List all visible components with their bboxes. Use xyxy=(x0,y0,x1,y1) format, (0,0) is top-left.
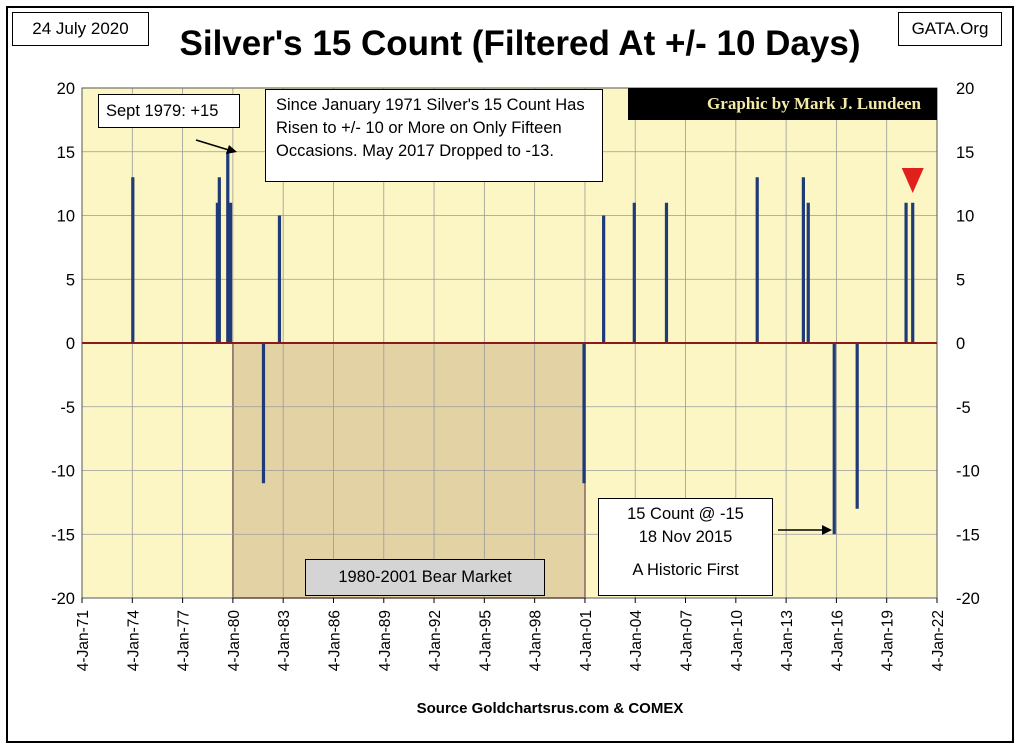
data-bar xyxy=(277,215,282,343)
date-box: 24 July 2020 xyxy=(12,12,149,46)
arrow-2015-head xyxy=(822,525,832,535)
site-text: GATA.Org xyxy=(911,19,989,38)
bear-market-label-text: 1980-2001 Bear Market xyxy=(338,568,512,586)
data-bar xyxy=(261,343,266,484)
annotation-2015-line: A Historic First xyxy=(632,561,739,579)
x-tick-label: 4-Jan-80 xyxy=(226,610,243,672)
data-bar xyxy=(226,151,230,343)
x-tick-label: 4-Jan-92 xyxy=(427,610,444,671)
annotation-2015-line xyxy=(599,549,772,559)
x-tick-label: 4-Jan-04 xyxy=(628,610,645,672)
y-tick-label-left: -10 xyxy=(51,463,75,481)
annotation-nov-2015: 15 Count @ -15 18 Nov 2015 A Historic Fi… xyxy=(598,498,773,596)
x-tick-label: 4-Jan-89 xyxy=(377,610,394,671)
x-tick-label: 4-Jan-13 xyxy=(779,610,796,671)
data-bar xyxy=(904,202,908,343)
credit-text: Graphic by Mark J. Lundeen xyxy=(707,94,921,113)
x-tick-label: 4-Jan-74 xyxy=(125,610,142,672)
y-tick-label-left: 15 xyxy=(57,144,75,162)
annotation-since-line: Occasions. May 2017 Dropped to -13. xyxy=(276,142,554,160)
annotation-sept-1979: Sept 1979: +15 xyxy=(98,94,240,128)
x-tick-label: 4-Jan-95 xyxy=(477,610,494,671)
data-bar xyxy=(131,177,135,343)
y-tick-label-left: -5 xyxy=(60,399,75,417)
x-tick-label: 4-Jan-01 xyxy=(578,610,595,671)
y-axis-right: 20 15 10 5 0 -5 -10 -15 -20 xyxy=(956,80,980,608)
y-tick-label-right: -15 xyxy=(956,526,980,544)
y-axis-left: 20 15 10 5 0 -5 -10 -15 -20 xyxy=(51,80,75,608)
y-tick-label-right: 15 xyxy=(956,144,974,162)
y-tick-label-right: 0 xyxy=(956,335,965,353)
data-bar xyxy=(832,343,836,535)
data-bar xyxy=(855,343,859,509)
data-bar xyxy=(911,202,915,343)
x-tick-label: 4-Jan-07 xyxy=(679,610,696,671)
arrow-1979-head xyxy=(226,145,237,154)
annotation-2015-line: 15 Count @ -15 xyxy=(627,505,744,523)
data-bar xyxy=(801,177,805,343)
y-tick-label-left: -20 xyxy=(51,590,75,608)
annotation-since-line: Risen to +/- 10 or More on Only Fifteen xyxy=(276,119,562,137)
data-bar xyxy=(228,202,233,343)
credit-banner: Graphic by Mark J. Lundeen xyxy=(628,88,937,120)
y-tick-label-right: 5 xyxy=(956,271,965,289)
y-tick-label-right: 10 xyxy=(956,208,974,226)
source-footer: Source Goldchartsrus.com & COMEX xyxy=(416,700,684,717)
x-tick-label: 4-Jan-77 xyxy=(176,610,193,671)
y-tick-label-left: 0 xyxy=(66,335,75,353)
chart-title: Silver's 15 Count (Filtered At +/- 10 Da… xyxy=(179,24,861,63)
date-text: 24 July 2020 xyxy=(32,19,129,38)
x-tick-label: 4-Jan-10 xyxy=(729,610,746,672)
y-tick-label-left: 5 xyxy=(66,271,75,289)
bear-market-label: 1980-2001 Bear Market xyxy=(305,559,545,596)
annotation-since-line: Since January 1971 Silver's 15 Count Has xyxy=(276,96,585,114)
data-bar xyxy=(602,215,606,343)
annotation-sept-1979-text: Sept 1979: +15 xyxy=(106,101,219,120)
data-bar xyxy=(664,202,669,343)
annotation-since-1971: Since January 1971 Silver's 15 Count Has… xyxy=(265,89,603,182)
y-tick-label-left: 20 xyxy=(57,80,75,98)
current-marker-triangle xyxy=(901,168,924,193)
y-tick-label-left: 10 xyxy=(57,208,75,226)
data-bar xyxy=(755,177,759,343)
y-tick-label-left: -15 xyxy=(51,526,75,544)
site-box: GATA.Org xyxy=(898,12,1002,46)
y-tick-label-right: -20 xyxy=(956,590,980,608)
annotation-2015-line: 18 Nov 2015 xyxy=(638,528,733,546)
y-tick-label-right: -5 xyxy=(956,399,971,417)
y-tick-label-right: -10 xyxy=(956,463,980,481)
arrow-1979-line xyxy=(195,139,233,152)
x-tick-label: 4-Jan-19 xyxy=(880,610,897,671)
data-bar xyxy=(582,343,586,484)
data-bar xyxy=(632,202,636,343)
data-bar xyxy=(217,177,221,343)
x-tick-label: 4-Jan-98 xyxy=(528,610,545,671)
y-tick-label-right: 20 xyxy=(956,80,974,98)
x-tick-label: 4-Jan-16 xyxy=(829,610,846,671)
x-tick-label: 4-Jan-22 xyxy=(930,610,947,671)
data-bar xyxy=(806,202,810,343)
annotation-arrows xyxy=(195,139,832,535)
data-bar xyxy=(215,202,220,343)
x-tick-label: 4-Jan-86 xyxy=(326,610,343,671)
x-axis: 4-Jan-71 4-Jan-74 4-Jan-77 4-Jan-80 4-Jan-83… xyxy=(75,598,947,671)
x-tick-label: 4-Jan-71 xyxy=(75,610,92,671)
data-bars xyxy=(131,151,915,535)
x-tick-label: 4-Jan-83 xyxy=(276,610,293,671)
